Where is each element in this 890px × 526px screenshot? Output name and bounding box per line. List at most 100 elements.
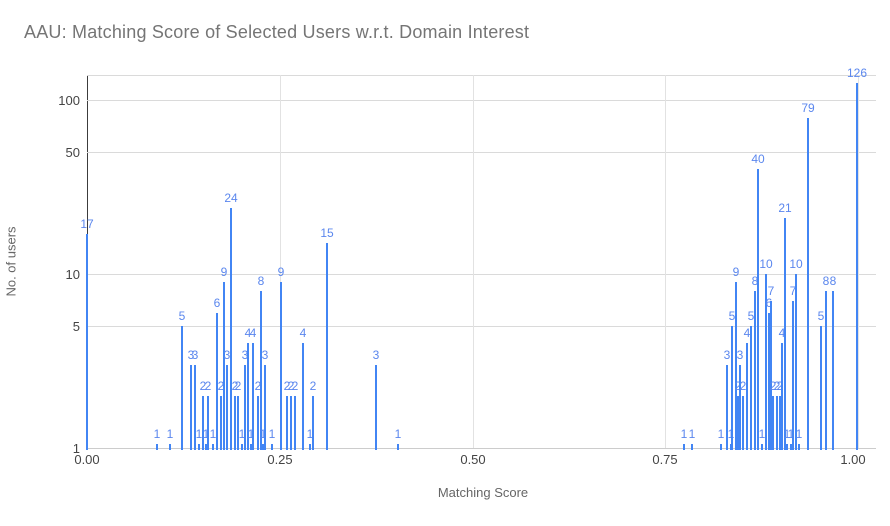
bar (198, 444, 200, 450)
bar (226, 365, 228, 450)
bar (230, 208, 232, 450)
bar-label: 3 (187, 348, 195, 362)
y-tick-label: 10 (65, 267, 80, 282)
bar (309, 444, 311, 450)
bar (271, 444, 273, 450)
bar (212, 444, 214, 450)
bar (194, 365, 196, 450)
bar-label: 1 (195, 427, 203, 441)
bar (250, 444, 252, 450)
bar-label: 2 (287, 379, 295, 393)
bar-label: 1 (680, 427, 688, 441)
bar-label: 4 (299, 326, 307, 340)
bar-label: 5 (178, 309, 186, 323)
bar-label: 3 (223, 348, 231, 362)
y-tick-label: 100 (58, 93, 80, 108)
bar (312, 396, 314, 450)
bar-label: 8 (257, 274, 265, 288)
bar-label: 1 (787, 427, 795, 441)
bar-label: 1 (209, 427, 217, 441)
bar (244, 365, 246, 450)
bar (241, 444, 243, 450)
bar (768, 313, 770, 450)
bar-label: 5 (728, 309, 736, 323)
bar-label: 2 (254, 379, 262, 393)
bar-label: 8 (751, 274, 759, 288)
bar (181, 326, 183, 450)
bar (781, 343, 783, 450)
bar (252, 343, 254, 450)
bar-label: 1 (268, 427, 276, 441)
bar (207, 396, 209, 450)
bar (262, 444, 264, 450)
bar-label: 2 (291, 379, 299, 393)
bar-label: 8 (829, 274, 837, 288)
gridline-vertical (665, 75, 666, 448)
bar-label: 7 (789, 284, 797, 298)
bar (792, 301, 794, 450)
bar-label: 3 (241, 348, 249, 362)
bar (169, 444, 171, 450)
bar (820, 326, 822, 450)
bar (746, 343, 748, 450)
bar-label: 5 (747, 309, 755, 323)
bar-label: 10 (759, 257, 773, 271)
bar-label: 5 (817, 309, 825, 323)
bar (726, 365, 728, 450)
bar-label: 1 (247, 427, 255, 441)
gridline-horizontal (87, 100, 876, 101)
bar-label: 9 (732, 265, 740, 279)
bar-label: 2 (773, 379, 781, 393)
x-tick-label: 0.00 (74, 452, 100, 467)
bar (280, 282, 282, 450)
chart-title: AAU: Matching Score of Selected Users w.… (24, 22, 530, 42)
bar (770, 301, 772, 450)
bar (731, 326, 733, 450)
bar (807, 118, 809, 450)
bar (86, 234, 88, 450)
bar (825, 291, 827, 450)
bar-label: 2 (283, 379, 291, 393)
bar (761, 444, 763, 450)
gridline-vertical (473, 75, 474, 448)
bar (720, 444, 722, 450)
gridline-horizontal (87, 326, 876, 327)
bar-label: 2 (217, 379, 225, 393)
bar-label: 9 (277, 265, 285, 279)
bar (264, 365, 266, 450)
bar-label: 40 (751, 152, 765, 166)
bar-label: 4 (244, 326, 252, 340)
y-axis-title: No. of users (3, 226, 19, 297)
y-tick-label: 1 (72, 441, 80, 456)
bar-label: 3 (191, 348, 199, 362)
x-tick-label: 0.50 (460, 452, 486, 467)
x-tick-label: 1.00 (840, 452, 866, 467)
bar-label: 3 (372, 348, 380, 362)
bar (795, 274, 797, 450)
bar-label: 4 (778, 326, 786, 340)
bar (220, 396, 222, 450)
bar (784, 218, 786, 450)
bar-label: 1 (238, 427, 246, 441)
x-axis-title: Matching Score (437, 485, 529, 500)
bar (772, 396, 774, 450)
bar-label: 6 (765, 296, 773, 310)
bar-label: 1 (717, 427, 725, 441)
bar (397, 444, 399, 450)
bar-label: 3 (736, 348, 744, 362)
bar-label: 1 (783, 427, 791, 441)
gridline-horizontal (87, 152, 876, 153)
bar (776, 396, 778, 450)
bar-label: 2 (776, 379, 784, 393)
bar-label: 7 (767, 284, 775, 298)
bar (205, 444, 207, 450)
y-tick-label: 5 (72, 319, 80, 334)
bar-label: 1 (166, 427, 174, 441)
bar (754, 291, 756, 450)
bar-label: 6 (213, 296, 221, 310)
bar-label: 2 (309, 379, 317, 393)
x-tick-label: 0.25 (267, 452, 293, 467)
bar (757, 169, 759, 450)
bar (247, 343, 249, 450)
bar (286, 396, 288, 450)
